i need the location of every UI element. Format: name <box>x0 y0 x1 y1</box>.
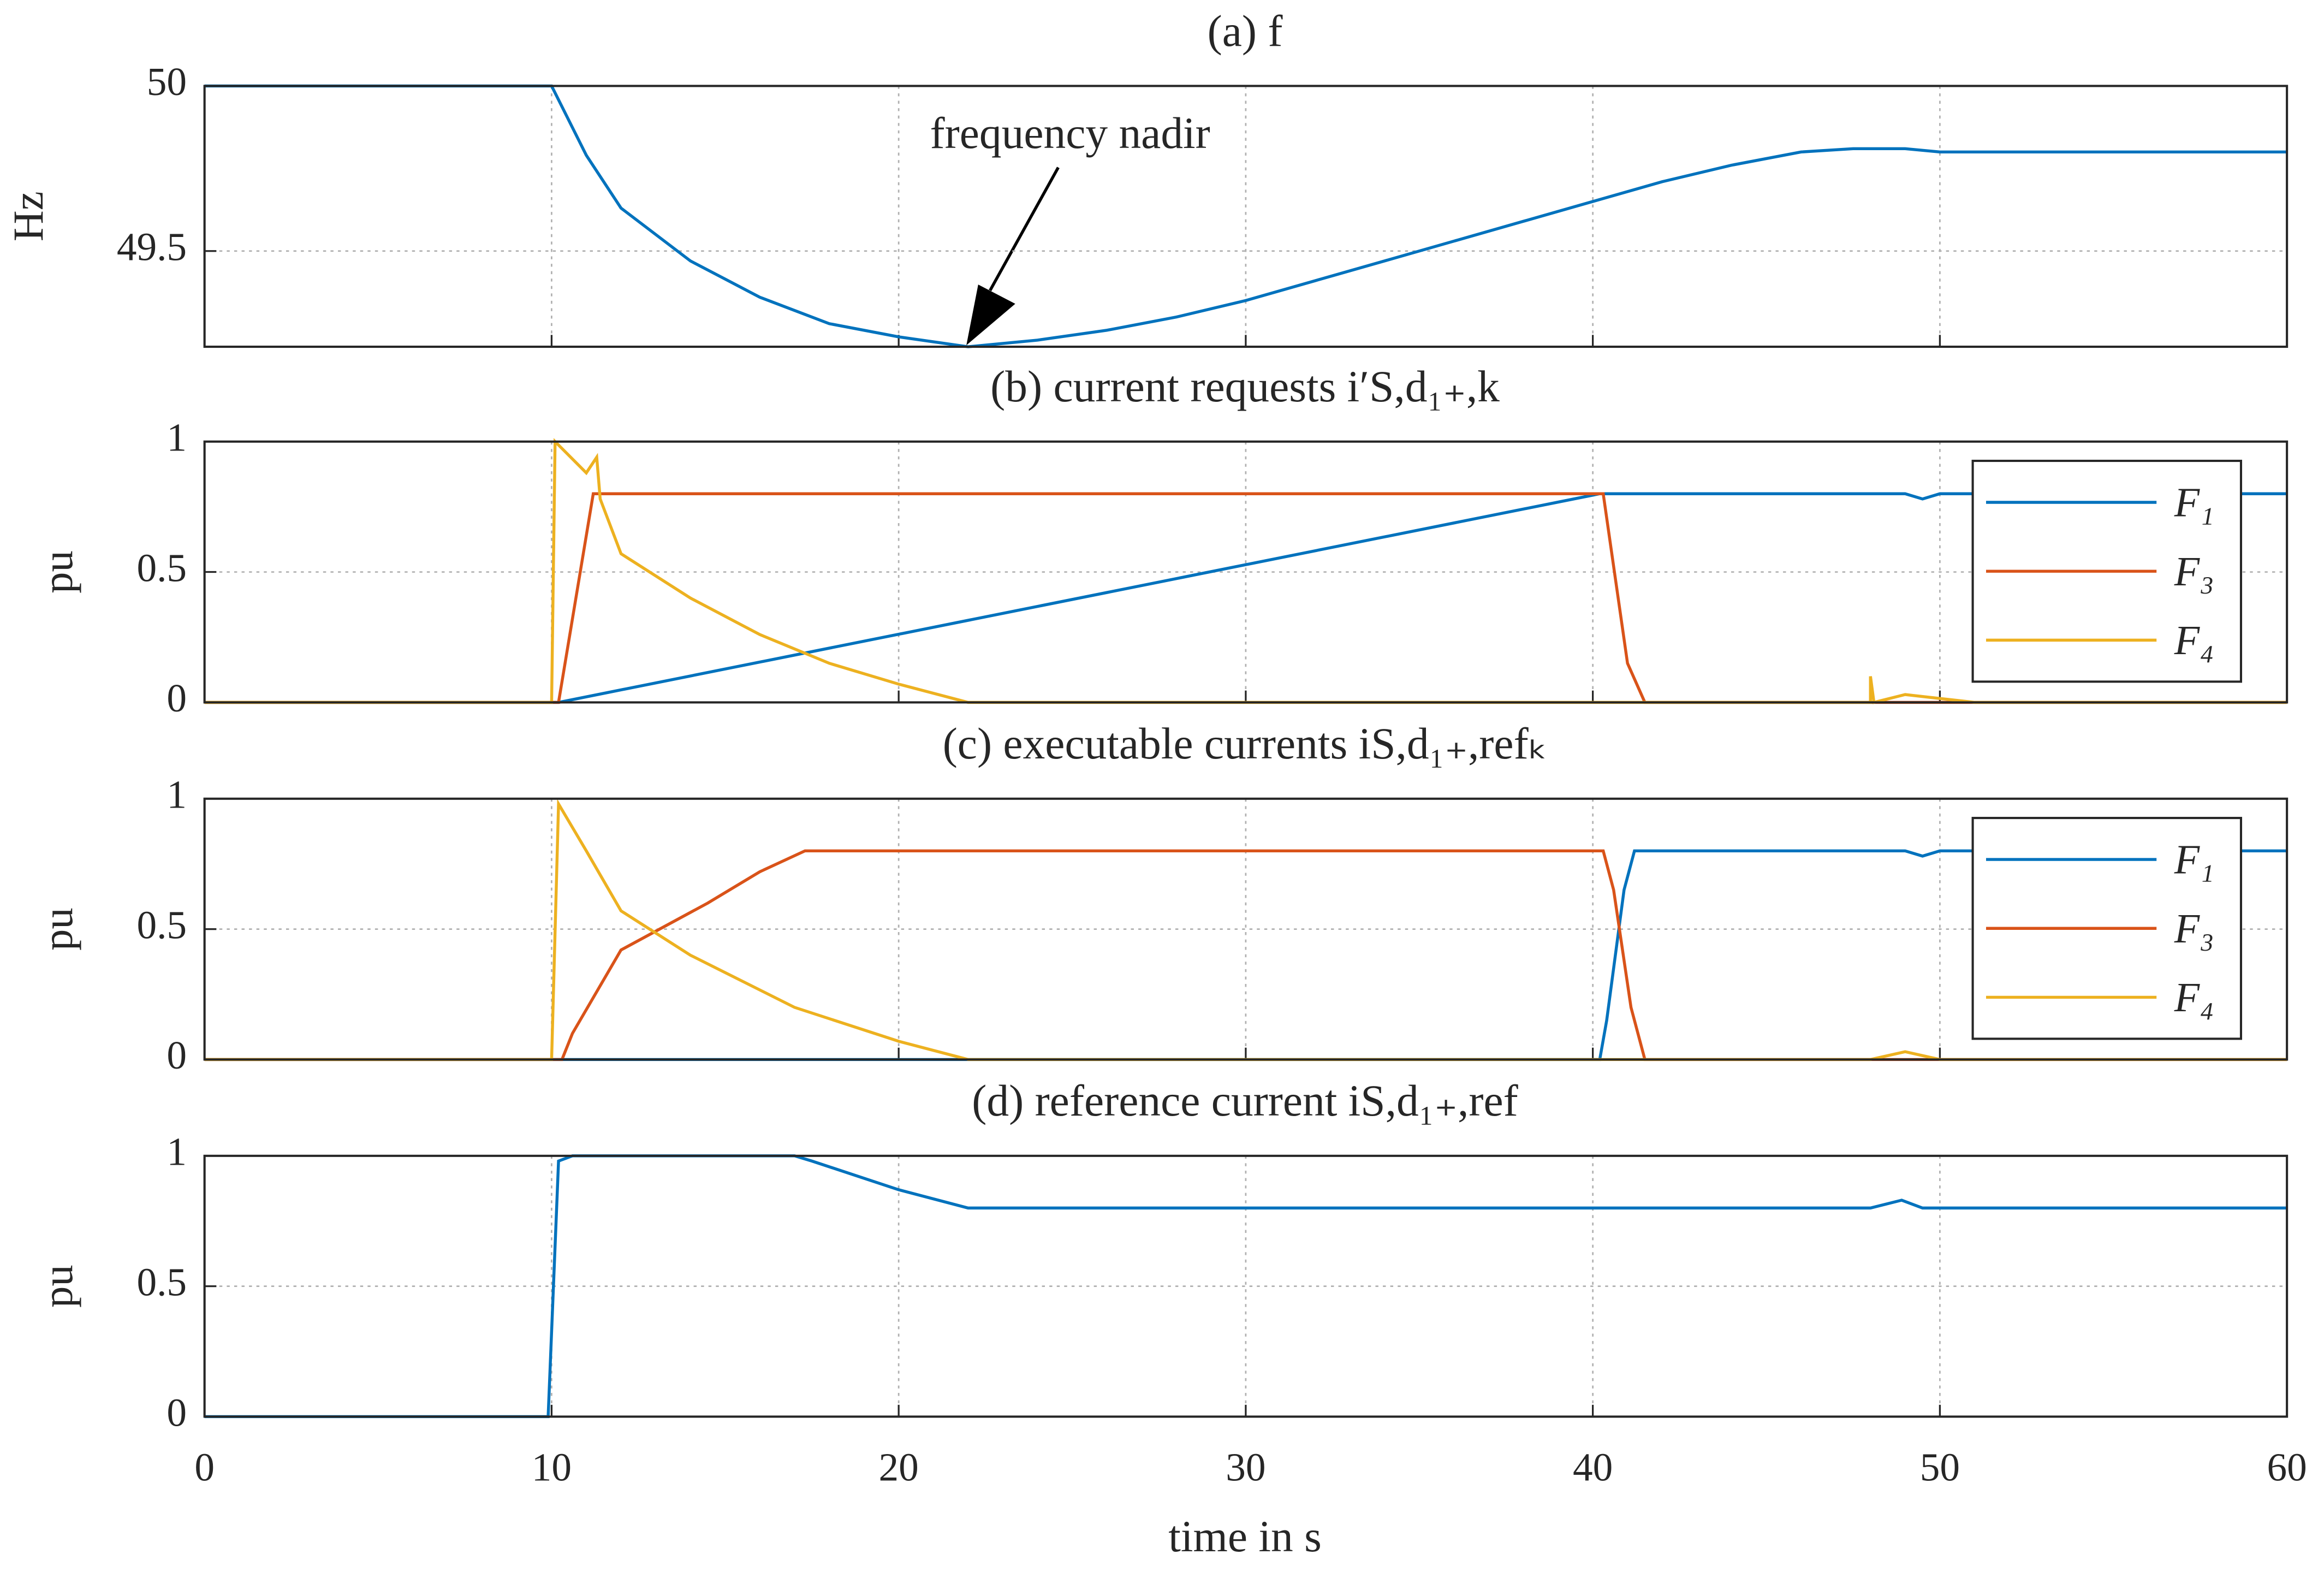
y-axis-label: Hz <box>5 191 52 241</box>
y-tick-label: 0 <box>167 1033 187 1077</box>
y-tick-label: 0 <box>167 676 187 720</box>
y-tick-label: 0.5 <box>136 903 187 947</box>
data-line <box>204 438 2287 704</box>
y-tick-label: 1 <box>167 416 187 460</box>
data-line <box>204 849 2287 1061</box>
y-tick-label: 0 <box>167 1390 187 1434</box>
legend-label: F₄ <box>2174 618 2214 663</box>
legend-label: F₁ <box>2174 837 2214 883</box>
x-tick-label: 20 <box>879 1445 919 1490</box>
data-line <box>204 849 2287 1061</box>
axes-box <box>203 85 2289 348</box>
panel-title: (d) reference current iS,d₁₊,ref <box>972 1076 1518 1125</box>
legend-label: F₄ <box>2174 975 2214 1021</box>
data-line <box>204 84 2287 348</box>
axes-box <box>203 797 2289 1061</box>
y-tick-label: 1 <box>167 773 187 817</box>
y-tick-label: 0.5 <box>136 1260 187 1304</box>
legend-label: F₃ <box>2174 906 2214 952</box>
x-tick-label: 40 <box>1573 1445 1613 1490</box>
y-tick-label: 49.5 <box>117 225 187 269</box>
y-axis-label: pu <box>34 1265 82 1308</box>
data-line <box>204 1154 2287 1419</box>
y-tick-label: 50 <box>147 60 187 104</box>
y-tick-label: 1 <box>167 1130 187 1174</box>
y-axis-label: pu <box>34 550 82 594</box>
x-tick-label: 50 <box>1920 1445 1960 1490</box>
legend-label: F₃ <box>2174 549 2214 595</box>
data-line <box>204 798 2287 1061</box>
panel-title: (b) current requests i′S,d₁₊,k <box>990 361 1500 411</box>
annotation: frequency nadir <box>930 108 1210 158</box>
annotation-arrow <box>989 167 1060 292</box>
x-tick-label: 10 <box>532 1445 572 1490</box>
y-tick-label: 0.5 <box>136 545 187 590</box>
x-tick-label: 60 <box>2267 1445 2307 1490</box>
x-tick-label: 0 <box>194 1445 215 1490</box>
x-axis-label: time in s <box>1168 1511 1322 1561</box>
axes-box <box>203 440 2289 704</box>
axes-box <box>203 1154 2289 1418</box>
y-axis-label: pu <box>34 907 82 951</box>
legend-label: F₁ <box>2174 480 2214 526</box>
panel-title: (a) f <box>1208 6 1283 56</box>
x-tick-label: 30 <box>1226 1445 1265 1490</box>
panel-title: (c) executable currents iS,d₁₊,refₖ <box>943 719 1548 768</box>
annotation-arrowhead <box>966 284 1015 346</box>
